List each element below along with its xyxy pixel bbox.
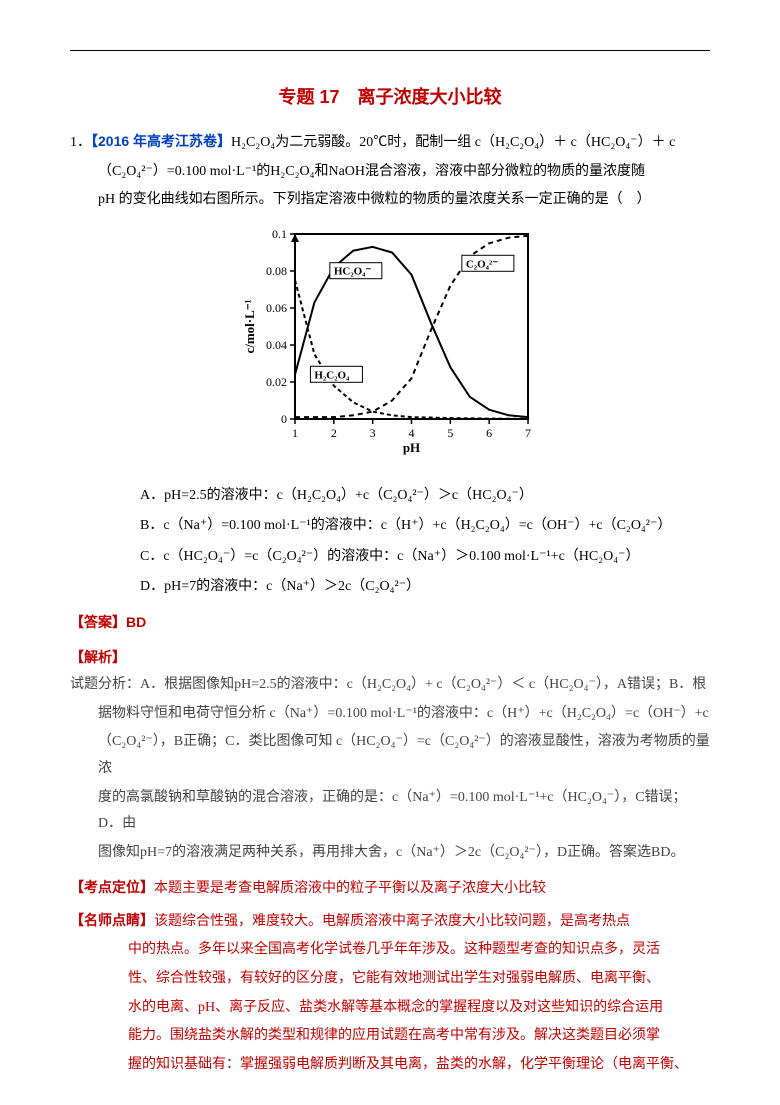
svg-text:0.08: 0.08 — [266, 264, 287, 278]
mingshi-l1: 该题综合性强，难度较大。电解质溶液中离子浓度大小比较问题，是高考热点 — [154, 914, 630, 929]
top-rule — [70, 50, 710, 51]
analysis-l4: 度的高氯酸钠和草酸钠的混合溶液，正确的是：c（Na⁺）=0.100 mol·L⁻… — [70, 785, 710, 838]
concentration-ph-chart: 0 0.02 0.04 0.06 0.08 0.1 1 2 3 4 5 6 7 pH c/mol·L⁻¹ H₂… — [240, 224, 540, 464]
svg-text:H₂C₂O₄: H₂C₂O₄ — [314, 369, 350, 381]
stem-line-3: pH 的变化曲线如右图所示。下列指定溶液中微粒的物质的量浓度关系一定正确的是（ … — [70, 187, 710, 214]
svg-text:1: 1 — [292, 426, 298, 440]
svg-text:6: 6 — [486, 426, 492, 440]
analysis-l5: 图像知pH=7的溶液满足两种关系，再用排大舍，c（Na⁺）＞2c（C₂O₄²⁻）… — [70, 840, 710, 867]
analysis-label: 【解析】 — [70, 644, 710, 671]
svg-text:5: 5 — [447, 426, 453, 440]
svg-text:pH: pH — [403, 440, 420, 455]
answer-row: 【答案】BD — [70, 609, 710, 638]
kaodian-row: 【考点定位】本题主要是考查电解质溶液中的粒子平衡以及离子浓度大小比较 — [70, 874, 710, 901]
svg-text:C₂O₄²⁻: C₂O₄²⁻ — [466, 258, 498, 270]
stem-line-2: （C₂O₄²⁻）=0.100 mol·L⁻¹的H₂C₂O₄和NaOH混合溶液，溶… — [70, 159, 710, 186]
kaodian-label: 【考点定位】 — [70, 879, 154, 895]
question-number: 1． — [70, 135, 91, 150]
mingshi-l5: 能力。围绕盐类水解的类型和规律的应用试题在高考中常有涉及。解决这类题目必须掌 — [70, 1023, 710, 1050]
svg-text:2: 2 — [331, 426, 337, 440]
option-d: D．pH=7的溶液中：c（Na⁺）＞2c（C₂O₄²⁻） — [140, 574, 710, 601]
svg-text:c/mol·L⁻¹: c/mol·L⁻¹ — [242, 299, 257, 353]
svg-text:0: 0 — [281, 412, 287, 426]
svg-text:4: 4 — [409, 426, 415, 440]
analysis-l3: （C₂O₄²⁻），B正确；C．类比图像可知 c（HC₂O₄⁻）=c（C₂O₄²⁻… — [70, 729, 710, 782]
svg-text:0.02: 0.02 — [266, 375, 287, 389]
answer-value: BD — [126, 614, 146, 630]
answer-label: 【答案】 — [70, 614, 126, 630]
mingshi-l2: 中的热点。多年以来全国高考化学试卷几乎年年涉及。这种题型考查的知识点多，灵活 — [70, 937, 710, 964]
stem-line-1: H₂C₂O₄为二元弱酸。20℃时，配制一组 c（H₂C₂O₄）＋ c（HC₂O₄… — [231, 135, 675, 150]
option-a: A．pH=2.5的溶液中：c（H₂C₂O₄）+c（C₂O₄²⁻）＞c（HC₂O₄… — [140, 483, 710, 510]
svg-text:HC₂O₄⁻: HC₂O₄⁻ — [334, 266, 372, 278]
svg-text:0.1: 0.1 — [272, 227, 287, 241]
svg-text:7: 7 — [525, 426, 531, 440]
question-source: 【2016 年高考江苏卷】 — [91, 133, 231, 149]
options-list: A．pH=2.5的溶液中：c（H₂C₂O₄）+c（C₂O₄²⁻）＞c（HC₂O₄… — [140, 483, 710, 601]
svg-text:0.06: 0.06 — [266, 301, 287, 315]
page-title: 专题 17 离子浓度大小比较 — [70, 80, 710, 114]
svg-text:0.04: 0.04 — [266, 338, 287, 352]
analysis-body: 试题分析：A．根据图像知pH=2.5的溶液中：c（H₂C₂O₄）+ c（C₂O₄… — [70, 672, 710, 866]
chart-container: 0 0.02 0.04 0.06 0.08 0.1 1 2 3 4 5 6 7 pH c/mol·L⁻¹ H₂… — [70, 224, 710, 475]
mingshi-l4: 水的电离、pH、离子反应、盐类水解等基本概念的掌握程度以及对这些知识的综合运用 — [70, 995, 710, 1022]
question-stem: 1．【2016 年高考江苏卷】H₂C₂O₄为二元弱酸。20℃时，配制一组 c（H… — [70, 128, 710, 157]
analysis-l2: 据物料守恒和电荷守恒分析 c（Na⁺）=0.100 mol·L⁻¹的溶液中：c（… — [70, 701, 710, 728]
mingshi-l6: 握的知识基础有：掌握强弱电解质判断及其电离，盐类的水解，化学平衡理论（电离平衡、 — [70, 1052, 710, 1079]
analysis-lead: 试题分析： — [70, 677, 140, 692]
mingshi-l3: 性、综合性较强，有较好的区分度，它能有效地测试出学生对强弱电解质、电离平衡、 — [70, 966, 710, 993]
option-c: C．c（HC₂O₄⁻）=c（C₂O₄²⁻）的溶液中：c（Na⁺）＞0.100 m… — [140, 544, 710, 571]
kaodian-text: 本题主要是考查电解质溶液中的粒子平衡以及离子浓度大小比较 — [154, 879, 546, 895]
mingshi-label: 【名师点睛】 — [70, 912, 154, 928]
svg-text:3: 3 — [370, 426, 376, 440]
analysis-l1: A．根据图像知pH=2.5的溶液中：c（H₂C₂O₄）+ c（C₂O₄²⁻）＜ … — [140, 677, 706, 692]
mingshi-block: 【名师点睛】该题综合性强，难度较大。电解质溶液中离子浓度大小比较问题，是高考热点… — [70, 907, 710, 1079]
option-b: B．c（Na⁺）=0.100 mol·L⁻¹的溶液中：c（H⁺）+c（H₂C₂O… — [140, 513, 710, 540]
